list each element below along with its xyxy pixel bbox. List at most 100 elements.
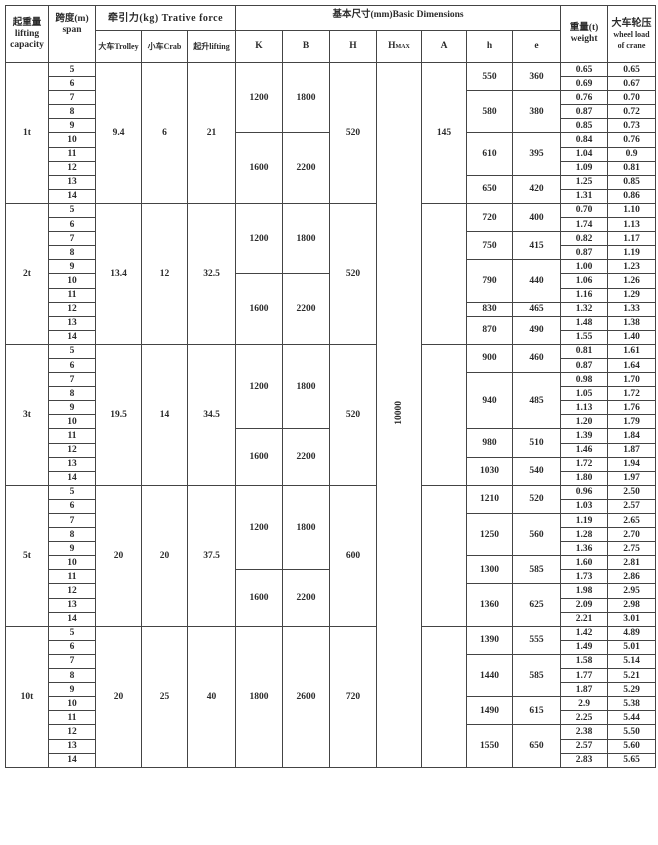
header-b: B xyxy=(282,30,330,63)
k-cell: 1800 xyxy=(235,625,283,768)
span-cell: 6 xyxy=(48,76,96,92)
weight-cell: 0.87 xyxy=(560,104,609,120)
e-cell: 560 xyxy=(511,512,562,557)
header-wheel-load-en1: wheel load xyxy=(613,29,650,39)
span-cell: 7 xyxy=(48,512,96,529)
k-cell: 1200 xyxy=(235,484,283,571)
header-k: K xyxy=(235,30,283,63)
wheel-load-cell: 1.76 xyxy=(607,400,657,416)
span-cell: 12 xyxy=(48,442,96,458)
trolley-force-cell: 20 xyxy=(95,625,142,768)
b-cell: 1800 xyxy=(282,61,330,134)
span-cell: 12 xyxy=(48,301,96,317)
e-cell: 400 xyxy=(511,202,562,233)
wheel-load-cell: 1.94 xyxy=(607,456,657,472)
table-row: 13 650 420 1.25 0.85 xyxy=(6,174,657,204)
capacity-cell: 3t xyxy=(5,343,49,486)
weight-cell: 0.70 xyxy=(560,202,609,219)
weight-cell: 0.87 xyxy=(560,245,609,261)
header-weight-en: weight xyxy=(570,34,598,44)
wheel-load-cell: 0.86 xyxy=(607,188,657,204)
span-cell: 11 xyxy=(48,287,96,303)
span-cell: 13 xyxy=(48,456,96,472)
lifting-force-cell: 32.5 xyxy=(187,202,236,345)
lifting-force-cell: 40 xyxy=(187,625,236,768)
header-capacity: 起重量 lifting capacity xyxy=(5,5,49,63)
span-cell: 7 xyxy=(48,231,96,247)
header-e: e xyxy=(511,30,562,63)
weight-cell: 1.72 xyxy=(560,456,609,472)
table-row: 9 1.36 2.75 xyxy=(6,541,657,557)
wheel-load-cell: 2.98 xyxy=(607,597,657,613)
span-cell: 8 xyxy=(48,668,96,684)
wheel-load-cell: 0.73 xyxy=(607,118,657,134)
weight-cell: 0.81 xyxy=(560,343,609,359)
wheel-load-cell: 0.76 xyxy=(607,132,657,148)
capacity-cell: 1t xyxy=(5,62,49,204)
b-cell: 2200 xyxy=(282,132,330,204)
table-row: 8 1.05 1.72 xyxy=(6,386,657,402)
h-small-cell: 1030 xyxy=(466,456,513,486)
e-cell: 420 xyxy=(511,174,562,204)
header-hmax-sub: MAX xyxy=(395,43,410,50)
e-cell: 625 xyxy=(511,583,562,627)
weight-cell: 1.39 xyxy=(560,428,609,444)
span-cell: 10 xyxy=(48,555,96,571)
a-cell: 145 xyxy=(421,62,467,204)
e-cell: 360 xyxy=(511,61,562,92)
wheel-load-cell: 1.17 xyxy=(607,231,657,247)
e-cell: 650 xyxy=(511,724,562,768)
weight-cell: 1.09 xyxy=(560,160,609,176)
weight-cell: 1.74 xyxy=(560,217,609,233)
hmax-value: 10000 xyxy=(394,400,404,425)
crab-force-cell: 25 xyxy=(141,625,188,768)
wheel-load-cell: 1.13 xyxy=(607,217,657,233)
weight-cell: 1.00 xyxy=(560,259,609,275)
span-cell: 9 xyxy=(48,118,96,134)
wheel-load-cell: 4.89 xyxy=(607,625,657,641)
header-wheel-load-en2: of crane xyxy=(617,40,646,50)
b-cell: 1800 xyxy=(282,202,330,275)
span-cell: 12 xyxy=(48,583,96,599)
crab-force-cell: 6 xyxy=(141,62,188,204)
wheel-load-cell: 0.65 xyxy=(607,61,657,78)
a-cell xyxy=(421,484,467,627)
e-cell: 540 xyxy=(511,456,562,486)
wheel-load-cell: 2.95 xyxy=(607,583,657,599)
weight-cell: 0.76 xyxy=(560,90,609,106)
crab-force-cell: 14 xyxy=(141,343,188,486)
weight-cell: 1.06 xyxy=(560,273,609,289)
trolley-force-cell: 9.4 xyxy=(95,62,142,204)
header-weight-zh: 重量(t) xyxy=(569,23,599,33)
weight-cell: 0.98 xyxy=(560,372,609,388)
e-cell: 585 xyxy=(511,555,562,585)
h-small-cell: 1250 xyxy=(466,512,513,557)
weight-cell: 0.65 xyxy=(560,61,609,78)
wheel-load-cell: 2.81 xyxy=(607,555,657,571)
k-cell: 1200 xyxy=(235,61,283,134)
span-cell: 9 xyxy=(48,682,96,698)
span-cell: 8 xyxy=(48,527,96,543)
a-cell xyxy=(421,625,467,768)
weight-cell: 1.46 xyxy=(560,442,609,458)
h-small-cell: 900 xyxy=(466,343,513,374)
a-cell xyxy=(421,343,467,486)
h-small-cell: 610 xyxy=(466,132,513,176)
span-cell: 5 xyxy=(48,484,96,500)
weight-cell: 0.69 xyxy=(560,76,609,92)
span-cell: 10 xyxy=(48,132,96,148)
wheel-load-cell: 5.60 xyxy=(607,738,657,754)
span-cell: 12 xyxy=(48,160,96,176)
table-row: 13 2.57 5.60 xyxy=(6,738,657,754)
span-cell: 13 xyxy=(48,315,96,331)
weight-cell: 0.84 xyxy=(560,132,609,148)
table-row: 12 1.46 1.87 xyxy=(6,442,657,458)
span-cell: 8 xyxy=(48,386,96,402)
h-cell: 520 xyxy=(329,343,377,486)
weight-cell: 1.32 xyxy=(560,301,609,317)
table-row: 7 940 485 0.98 1.70 xyxy=(6,372,657,430)
header-trative-force: 牵引力(kg) Trative force xyxy=(95,5,236,31)
span-cell: 14 xyxy=(48,470,96,486)
wheel-load-cell: 1.87 xyxy=(607,442,657,458)
span-cell: 6 xyxy=(48,498,96,515)
